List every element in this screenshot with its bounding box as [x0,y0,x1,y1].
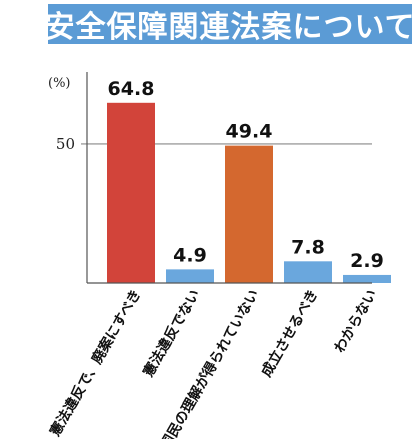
data-label: 64.8 [108,78,155,100]
bar-0 [107,102,155,284]
title-banner: 安全保障関連法案について [44,4,415,45]
bar-1 [166,269,214,283]
bar-4 [343,274,391,283]
bar-3 [284,261,332,283]
x-category-label: わからない [332,287,381,356]
data-label: 7.8 [291,236,325,258]
y-tick-label: 50 [56,135,75,153]
x-category-label: 憲法違反で、廃案にすべき [46,287,145,439]
x-category-label: 国民の理解が得られていない [157,287,263,439]
data-label: 2.9 [350,250,384,272]
bar-2 [225,145,273,283]
x-category-label: 成立させるべき [258,287,322,380]
data-label: 4.9 [173,244,207,266]
y-unit-label: (%) [48,76,71,91]
page-title: 安全保障関連法案について [44,10,415,45]
data-label: 49.4 [226,121,273,143]
x-category-label: 憲法違反でない [139,287,203,381]
